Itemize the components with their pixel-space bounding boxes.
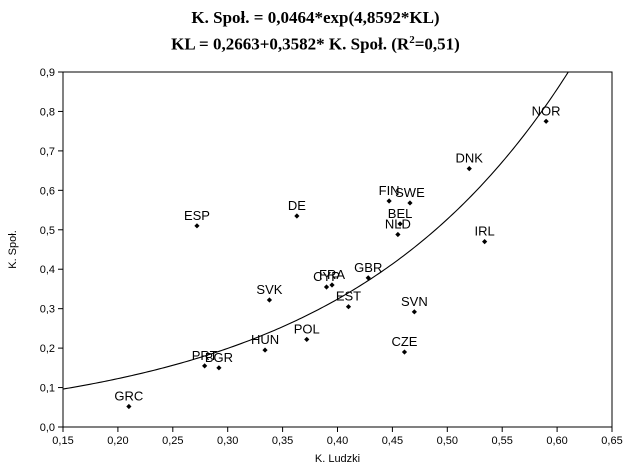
fit-curve bbox=[62, 71, 569, 390]
plot-area-frame bbox=[62, 71, 613, 428]
data-point-pol bbox=[304, 336, 310, 343]
data-label-gbr: GBR bbox=[354, 260, 382, 275]
data-point-dnk bbox=[466, 166, 472, 172]
data-point-cze bbox=[401, 349, 408, 355]
data-label-cze: CZE bbox=[391, 334, 417, 349]
data-point-de bbox=[294, 213, 300, 219]
data-label-prt: PRT bbox=[192, 348, 218, 363]
data-label-bel: BEL bbox=[388, 206, 413, 221]
data-label-pol: POL bbox=[294, 321, 320, 336]
data-label-hun: HUN bbox=[251, 332, 279, 347]
y-tick-label: 0,1 bbox=[40, 383, 55, 395]
y-tick-label: 0,0 bbox=[40, 422, 55, 434]
x-tick-label: 0,55 bbox=[491, 435, 512, 447]
data-point-swe bbox=[407, 200, 413, 206]
x-tick-label: 0,25 bbox=[162, 435, 183, 447]
x-axis-label: K. Ludzki bbox=[315, 453, 360, 465]
data-label-svk: SVK bbox=[256, 282, 282, 297]
x-tick-label: 0,20 bbox=[107, 435, 128, 447]
y-axis-ticks: 0,0 0,1 0,2 0,3 0,4 0,5 0,6 0,7 0,8 0,9 bbox=[40, 67, 63, 434]
data-point-nor bbox=[543, 118, 549, 124]
data-label-est: EST bbox=[336, 289, 361, 304]
data-point-prt bbox=[202, 363, 208, 369]
y-tick-label: 0,4 bbox=[40, 264, 55, 276]
y-tick-label: 0,7 bbox=[40, 146, 55, 158]
data-label-svn: SVN bbox=[401, 294, 428, 309]
chart-title-line-1: K. Społ. = 0,0464*exp(4,8592*KL) bbox=[191, 8, 440, 27]
x-tick-label: 0,35 bbox=[272, 435, 293, 447]
chart-title-line-2: KL = 0,2663+0,3582* K. Społ. (R2=0,51) bbox=[0, 34, 631, 55]
data-label-grc: GRC bbox=[114, 388, 143, 403]
data-point-grc bbox=[126, 403, 132, 410]
title-line-2-suffix: =0,51) bbox=[414, 34, 460, 54]
x-tick-label: 0,15 bbox=[52, 435, 73, 447]
data-label-nld: NLD bbox=[385, 217, 411, 232]
data-point-svn bbox=[411, 309, 417, 315]
x-axis-ticks: 0,15 0,20 0,25 0,30 0,35 0,40 0,45 0,50 0,55 0,60… bbox=[52, 427, 623, 447]
data-label-esp: ESP bbox=[184, 208, 210, 223]
data-label-fin: FIN bbox=[379, 183, 400, 198]
y-tick-label: 0,6 bbox=[40, 185, 55, 197]
x-tick-label: 0,45 bbox=[382, 435, 403, 447]
x-tick-label: 0,60 bbox=[546, 435, 567, 447]
data-point-svk bbox=[266, 297, 273, 303]
data-point-bel bbox=[397, 221, 403, 227]
x-tick-label: 0,40 bbox=[327, 435, 348, 447]
y-tick-label: 0,8 bbox=[40, 106, 55, 118]
data-point-cyp bbox=[323, 284, 330, 290]
data-label-swe: SWE bbox=[395, 185, 425, 200]
data-point-hun bbox=[262, 347, 268, 353]
data-label-de: DE bbox=[288, 198, 306, 213]
data-point-nld bbox=[395, 231, 401, 238]
x-tick-label: 0,65 bbox=[601, 435, 622, 447]
data-label-dnk: DNK bbox=[456, 151, 484, 166]
y-tick-label: 0,9 bbox=[40, 67, 55, 79]
data-point-fin bbox=[386, 198, 392, 204]
data-label-nor: NOR bbox=[532, 103, 561, 118]
title-line-2-superscript: 2 bbox=[409, 34, 415, 46]
x-tick-label: 0,50 bbox=[437, 435, 458, 447]
data-point-gbr bbox=[365, 275, 371, 281]
data-point-esp bbox=[194, 223, 200, 229]
data-label-fra: FRA bbox=[319, 267, 345, 282]
data-label-bgr: BGR bbox=[205, 350, 233, 365]
data-point-fra bbox=[329, 282, 335, 288]
data-point-est bbox=[345, 304, 352, 310]
data-label-cyp: CYP bbox=[313, 269, 340, 284]
y-tick-label: 0,2 bbox=[40, 343, 55, 355]
data-label-irl: IRL bbox=[475, 224, 495, 239]
y-axis-label: K. Społ. bbox=[7, 230, 19, 269]
y-tick-label: 0,5 bbox=[40, 225, 55, 237]
title-line-2-prefix: KL = 0,2663+0,3582* K. Społ. (R bbox=[171, 34, 410, 54]
y-tick-label: 0,3 bbox=[40, 304, 55, 316]
data-point-bgr bbox=[216, 365, 222, 371]
data-point-irl bbox=[482, 239, 488, 245]
x-tick-label: 0,30 bbox=[217, 435, 238, 447]
